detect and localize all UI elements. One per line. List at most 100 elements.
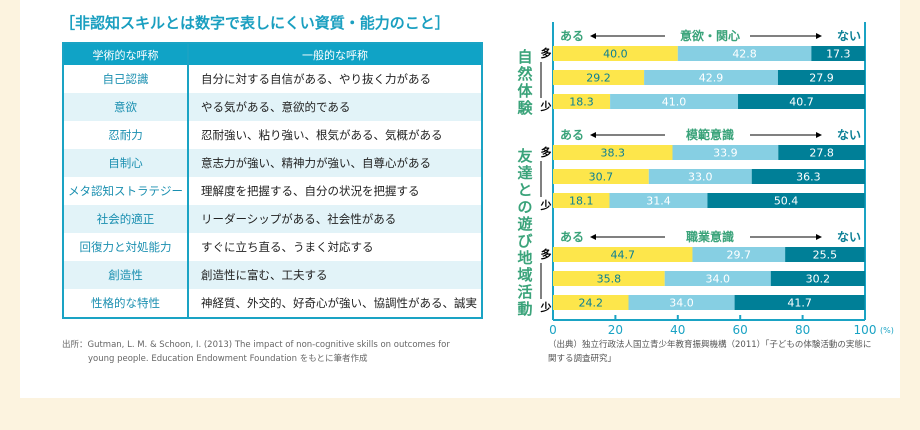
bar-label: 34.0 [669,297,694,310]
group-label-char: 域 [517,266,532,284]
academic-term: 自己認識 [63,65,189,93]
bar-segment [553,295,629,310]
bar-label: 33.9 [713,147,738,160]
source-right: （出典）独立行政法人国立青少年教育振興機構（2011）「子どもの体験活動の実態に… [548,340,872,364]
header-academic: 学術的な呼称 [63,43,189,65]
arrow-left-head [590,33,596,39]
general-term: やる気がある、意欲的である [188,93,482,121]
general-term: 創造性に富む、工夫する [188,261,482,289]
academic-term: メタ認知ストラテジー [63,177,189,205]
group-label-char: び [517,232,532,250]
bar-segment [609,193,708,208]
bar-label: 42.9 [699,72,724,85]
table-row: 回復力と対処能力 すぐに立ち直る、うまく対応する [63,233,482,261]
bar-label: 41.0 [662,96,687,109]
group-label-char: の [517,198,532,216]
x-tick-label: 0 [549,323,557,337]
general-term: 理解度を把握する、自分の状況を把握する [201,184,420,198]
x-tick-label: 60 [733,323,748,337]
right-label: ない [837,128,861,142]
academic-term: 意欲 [63,93,189,121]
group-label-char: 遊 [517,215,532,233]
arrow-left-head [590,234,596,240]
academic-term: 社会的適正 [63,205,189,233]
bar-label: 27.9 [809,72,834,85]
bar-segment [610,94,739,109]
bar-segment [553,169,649,184]
academic-term: 回復力と対処能力 [63,233,189,261]
arrow-right-head [816,33,822,39]
bar-segment [553,70,645,85]
bar-label: 31.4 [646,195,671,208]
bar-label: 24.2 [579,297,604,310]
bar-segment [707,193,865,208]
table-row: 自己認識 自分に対する自信がある、やり抜く力がある [63,65,482,93]
table-row: 意欲 やる気がある、意欲的である [63,93,482,121]
bar-label: 18.1 [569,195,594,208]
bar-segment [553,271,665,286]
bar-label: 30.2 [806,273,831,286]
right-label: ない [837,230,861,244]
bar-label: 40.7 [789,96,814,109]
bar-segment [778,145,865,160]
bar-segment [648,169,752,184]
bar-segment [751,169,865,184]
bar-segment [770,271,865,286]
general-term: すぐに立ち直る、うまく対応する [201,240,374,254]
academic-term: 自制心 [63,149,189,177]
bar-segment [677,46,812,61]
skills-table: 学術的な呼称 一般的な呼称 自己認識 自分に対する自信がある、やり抜く力がある 意欲や… [62,42,483,319]
bar-segment [664,271,771,286]
bar-label: 18.3 [569,96,594,109]
bar-label: 29.2 [586,72,611,85]
table-row: メタ認知ストラテジー 理解度を把握する、自分の状況を把握する [63,177,482,205]
bar-segment [777,70,865,85]
measure-label: 職業意識 [686,229,734,244]
table-row: 社会的適正 リーダーシップがある、社会性がある [63,205,482,233]
group-label-char: 動 [517,300,532,318]
arrow-right-head [816,234,822,240]
bar-label: 27.8 [809,147,834,160]
bar-label: 50.4 [774,195,799,208]
right-label: ない [837,29,861,43]
group-label-char: 験 [517,99,533,117]
bar-segment [644,70,778,85]
left-label: ある [560,230,584,244]
bar-label: 44.7 [610,249,635,262]
bar-label: 25.5 [813,249,838,262]
table-row: 性格的な特性 神経質、外交的、好奇心が強い、協調性がある、誠実 [63,289,482,318]
table-row: 自制心 意志力が強い、精神力が強い、自尊心がある [63,149,482,177]
bar-segment [785,247,865,262]
group-label-char: 体 [517,82,533,100]
bar-segment [811,46,865,61]
general-term: 忍耐強い、粘り強い、根気がある、気概がある [201,128,443,142]
bar-label: 33.0 [688,171,713,184]
x-tick-label: 80 [795,323,810,337]
bar-label: 40.0 [603,48,628,61]
bar-label: 41.7 [787,297,812,310]
table-row: 創造性 創造性に富む、工夫する [63,261,482,289]
general-term: 神経質、外交的、好奇心が強い、協調性がある、誠実 [201,296,477,310]
academic-term: 忍耐力 [63,121,189,149]
group-label-char: と [517,181,532,199]
group-label-char: 自 [517,48,532,66]
bar-segment [553,46,678,61]
x-tick-label: 100 [854,323,877,337]
high-label: 多 [541,145,552,159]
header-general: 一般的な呼称 [187,43,482,65]
bar-segment [672,145,779,160]
low-label: 少 [540,99,552,113]
x-tick-label: 20 [608,323,623,337]
group-label-char: 然 [517,65,532,83]
bar-label: 38.3 [600,147,625,160]
x-tick-label: 40 [670,323,685,337]
group-label-char: 友 [517,147,532,165]
low-label: 少 [540,198,552,212]
arrow-right-head [816,132,822,138]
general-term: リーダーシップがある、社会性がある [188,205,482,233]
bar-segment [553,145,673,160]
bar-label: 42.8 [732,48,757,61]
group-label-char: 地 [517,249,532,267]
left-label: ある [560,29,584,43]
general-term: 意志力が強い、精神力が強い、自尊心がある [188,149,482,177]
